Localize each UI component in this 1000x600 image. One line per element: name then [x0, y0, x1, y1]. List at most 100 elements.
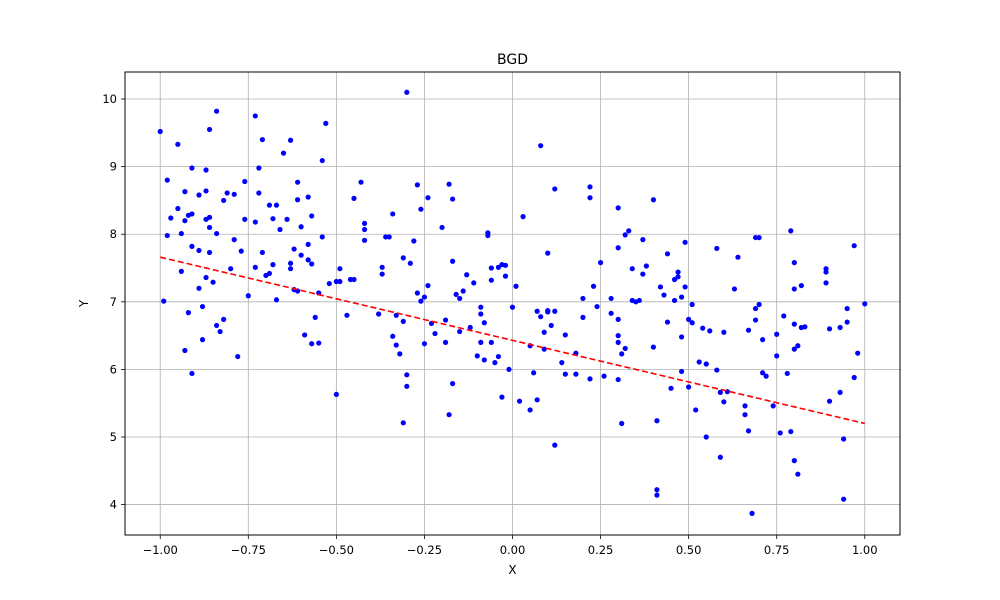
data-point [213, 322, 220, 329]
data-point [450, 196, 456, 202]
data-point [791, 260, 797, 266]
data-point [351, 276, 357, 283]
data-point [636, 297, 642, 304]
x-tick-label: 0.50 [676, 543, 702, 557]
data-point [587, 376, 593, 382]
data-point [361, 226, 368, 233]
data-point [717, 389, 723, 395]
data-point [481, 320, 487, 326]
x-tick-label: −1.00 [143, 543, 178, 557]
data-point [404, 89, 410, 95]
data-point [471, 280, 477, 286]
data-point [664, 319, 671, 325]
data-point [763, 373, 769, 379]
data-point [686, 316, 692, 322]
data-point [548, 322, 554, 329]
data-point [534, 397, 540, 403]
data-point [760, 337, 766, 343]
data-point [390, 211, 396, 217]
data-point [791, 346, 797, 352]
data-point [668, 385, 674, 391]
data-point [777, 430, 783, 436]
data-point [319, 157, 325, 164]
data-point [752, 317, 759, 323]
data-point [418, 206, 424, 212]
data-point [256, 165, 262, 171]
points-layer [157, 89, 868, 516]
y-tick-label: 7 [110, 295, 117, 309]
data-point [562, 371, 568, 377]
data-point [425, 282, 431, 289]
data-point [238, 248, 244, 254]
data-point [749, 510, 755, 516]
data-point [774, 331, 780, 337]
data-point [841, 436, 847, 442]
data-point [742, 412, 748, 418]
data-point [270, 262, 276, 268]
data-point [745, 327, 752, 333]
data-point [851, 374, 857, 381]
data-point [400, 318, 406, 325]
data-point [714, 367, 720, 373]
data-point [164, 232, 170, 239]
data-point [597, 260, 604, 266]
data-point [196, 285, 202, 291]
data-point [280, 150, 287, 156]
data-point [481, 357, 487, 363]
data-point [252, 219, 258, 225]
data-point [541, 346, 547, 352]
data-point [851, 243, 857, 249]
data-point [791, 321, 797, 327]
data-point [654, 418, 660, 424]
y-tick-label: 6 [110, 362, 117, 376]
data-point [538, 143, 544, 149]
data-point [287, 137, 294, 143]
data-point [309, 213, 315, 219]
data-point [252, 264, 258, 270]
data-point [675, 269, 681, 275]
data-point [203, 188, 209, 194]
data-point [189, 243, 195, 249]
data-point [721, 329, 727, 335]
data-point [291, 246, 297, 252]
data-point [573, 371, 579, 377]
data-point [488, 339, 494, 345]
data-point [615, 339, 621, 345]
data-point [259, 249, 265, 256]
data-point [189, 165, 195, 171]
data-point [622, 345, 628, 352]
data-point [478, 311, 484, 317]
data-point [545, 250, 551, 256]
data-point [788, 228, 794, 234]
data-point [457, 295, 463, 302]
data-point [182, 189, 188, 195]
data-point [615, 316, 621, 322]
data-point [199, 337, 206, 343]
data-point [488, 265, 494, 271]
data-point [414, 290, 420, 296]
data-point [795, 343, 801, 349]
data-point [464, 272, 470, 278]
data-point [446, 412, 452, 418]
data-point [844, 305, 850, 312]
data-point [696, 359, 702, 365]
data-point [700, 325, 706, 331]
data-point [206, 224, 213, 231]
data-point [478, 339, 484, 345]
data-point [287, 266, 294, 272]
data-point [826, 326, 833, 332]
data-point [640, 237, 646, 243]
data-point [175, 205, 181, 212]
data-point [520, 214, 526, 220]
x-axis-label: X [508, 563, 516, 577]
data-point [235, 353, 241, 360]
data-point [615, 205, 621, 211]
data-point [298, 224, 304, 230]
data-point [488, 277, 494, 283]
data-point [664, 251, 671, 257]
data-point [161, 298, 167, 304]
data-point [513, 283, 519, 289]
data-point [305, 241, 311, 247]
